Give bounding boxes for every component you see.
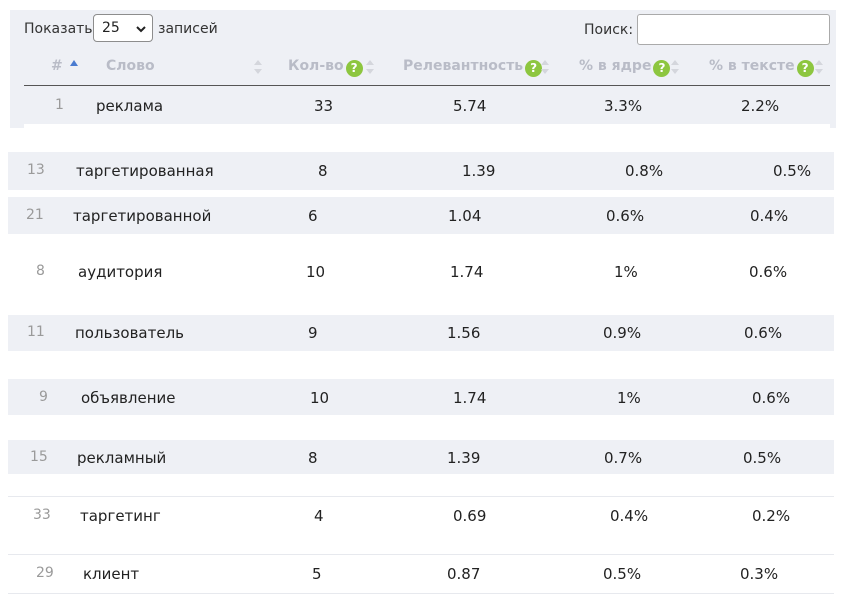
row-index: 8 [36, 263, 45, 279]
row-count: 33 [314, 97, 334, 115]
row-count: 5 [312, 565, 322, 583]
row-core-percent: 1% [614, 263, 638, 281]
row-word: таргетинг [80, 507, 161, 525]
entries-label: записей [158, 21, 218, 37]
row-stripe [8, 197, 834, 234]
row-text-percent: 2.2% [741, 97, 780, 115]
column-count-label: Кол-во [288, 58, 344, 74]
column-header-word[interactable]: Слово [106, 58, 155, 74]
sort-asc-icon[interactable] [70, 59, 78, 75]
row-stripe [8, 440, 834, 474]
row-divider [8, 593, 834, 594]
row-word: объявление [81, 389, 176, 407]
help-icon[interactable]: ? [653, 60, 671, 77]
row-count: 8 [318, 162, 328, 180]
row-stripe [8, 152, 834, 190]
row-relevance: 1.39 [462, 162, 496, 180]
page-size-value: 25 [102, 20, 120, 36]
row-word: реклама [96, 97, 164, 115]
row-index: 11 [27, 324, 45, 340]
chevron-down-icon [136, 26, 146, 33]
row-index: 9 [39, 389, 48, 405]
column-header-text-percent[interactable]: % в тексте? [709, 58, 814, 77]
row-text-percent: 0.6% [744, 324, 783, 342]
row-relevance: 1.74 [450, 263, 484, 281]
row-count: 8 [308, 449, 318, 467]
row-relevance: 0.87 [447, 565, 481, 583]
row-relevance: 1.39 [447, 449, 481, 467]
row-core-percent: 3.3% [604, 97, 643, 115]
row-word: таргетированная [76, 162, 214, 180]
column-header-relevance[interactable]: Релевантность? [403, 58, 543, 77]
column-num-label: # [51, 58, 63, 74]
row-core-percent: 0.4% [610, 507, 649, 525]
row-index: 1 [55, 97, 64, 113]
row-count: 9 [308, 324, 318, 342]
row-count: 10 [310, 389, 330, 407]
row-text-percent: 0.5% [743, 449, 782, 467]
row-word: рекламный [77, 449, 167, 467]
row-relevance: 1.74 [453, 389, 487, 407]
row-count: 6 [308, 207, 318, 225]
row-relevance: 1.04 [448, 207, 482, 225]
sort-icon[interactable] [815, 59, 823, 75]
row-core-percent: 0.6% [606, 207, 645, 225]
row-stripe [8, 379, 834, 415]
sort-icon[interactable] [254, 59, 262, 75]
row-word: таргетированной [73, 207, 212, 225]
sort-icon[interactable] [366, 59, 374, 75]
page-size-select[interactable]: 25 [93, 14, 153, 42]
table-row [24, 86, 830, 124]
row-core-percent: 0.9% [603, 324, 642, 342]
sort-icon[interactable] [541, 59, 549, 75]
row-index: 21 [26, 207, 44, 223]
search-label: Поиск: [584, 22, 634, 38]
column-core-label: % в ядре [579, 58, 652, 74]
row-gap [24, 124, 830, 128]
row-core-percent: 0.7% [604, 449, 643, 467]
row-stripe [8, 315, 834, 351]
row-text-percent: 0.4% [750, 207, 789, 225]
row-text-percent: 0.6% [752, 389, 791, 407]
row-word: аудитория [78, 263, 163, 281]
row-core-percent: 0.5% [603, 565, 642, 583]
row-core-percent: 1% [617, 389, 641, 407]
row-relevance: 1.56 [447, 324, 481, 342]
row-text-percent: 0.2% [752, 507, 791, 525]
row-divider [8, 496, 834, 497]
help-icon[interactable]: ? [345, 60, 363, 77]
column-header-count[interactable]: Кол-во? [288, 58, 363, 77]
row-text-percent: 0.6% [749, 263, 788, 281]
row-word: клиент [83, 565, 140, 583]
row-text-percent: 0.3% [740, 565, 779, 583]
row-count: 10 [306, 263, 326, 281]
help-icon[interactable]: ? [796, 60, 814, 77]
help-icon[interactable]: ? [525, 60, 543, 77]
row-index: 33 [33, 507, 51, 523]
column-header-core-percent[interactable]: % в ядре? [579, 58, 671, 77]
row-index: 15 [30, 449, 48, 465]
row-relevance: 5.74 [453, 97, 487, 115]
header-divider [24, 85, 830, 86]
row-count: 4 [314, 507, 324, 525]
row-text-percent: 0.5% [773, 162, 812, 180]
column-relevance-label: Релевантность [403, 58, 524, 74]
column-word-label: Слово [106, 58, 155, 74]
column-header-num[interactable]: # [51, 58, 63, 74]
row-divider [8, 554, 834, 555]
row-index: 29 [36, 565, 54, 581]
column-text-label: % в тексте [709, 58, 795, 74]
search-input[interactable] [637, 14, 830, 45]
row-relevance: 0.69 [453, 507, 487, 525]
row-index: 13 [27, 162, 45, 178]
show-label: Показать [24, 21, 93, 37]
row-core-percent: 0.8% [625, 162, 664, 180]
sort-icon[interactable] [671, 59, 679, 75]
row-word: пользователь [75, 324, 184, 342]
